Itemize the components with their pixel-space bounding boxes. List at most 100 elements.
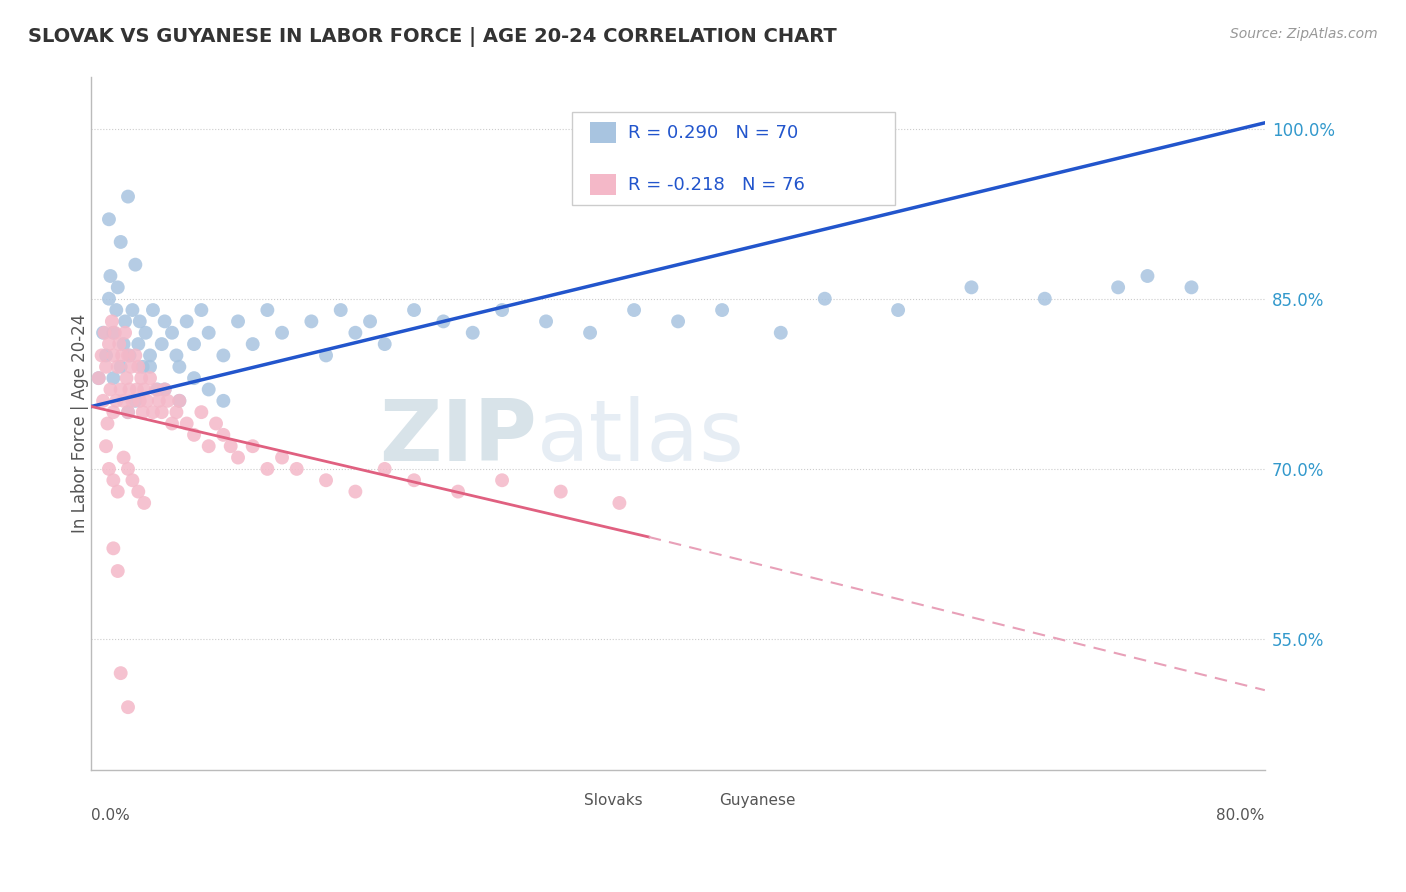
Point [127,359,149,374]
Point [711,303,734,318]
Point [146,383,169,397]
Text: 80.0%: 80.0% [1216,808,1265,823]
Point [107,359,129,374]
Point [100,383,122,397]
Point [887,303,910,318]
Point [110,383,132,397]
Point [107,484,129,499]
Point [96,417,118,431]
Point [97,337,120,351]
Point [150,405,173,419]
Point [134,383,156,397]
Point [105,303,128,318]
Point [142,405,165,419]
Point [534,314,557,328]
Point [153,383,176,397]
Point [103,405,125,419]
Point [242,337,264,351]
Point [117,348,139,362]
Point [271,326,294,340]
FancyBboxPatch shape [591,174,616,195]
Point [176,417,198,431]
Point [142,303,165,318]
Y-axis label: In Labor Force | Age 20-24: In Labor Force | Age 20-24 [72,314,89,533]
Point [107,280,129,294]
Point [111,348,134,362]
Point [121,393,143,408]
Point [129,371,152,385]
Point [344,484,367,499]
Point [242,439,264,453]
Point [124,393,146,408]
Point [374,337,396,351]
Point [87,371,110,385]
Point [103,541,125,556]
Point [117,405,139,419]
Point [139,371,162,385]
Point [124,348,146,362]
FancyBboxPatch shape [690,792,713,807]
Text: Source: ZipAtlas.com: Source: ZipAtlas.com [1230,27,1378,41]
Point [121,303,143,318]
Point [491,473,513,487]
Point [160,417,183,431]
Point [183,428,205,442]
Point [120,359,142,374]
Point [315,348,337,362]
Point [814,292,837,306]
Point [160,326,183,340]
Point [97,212,120,227]
Point [432,314,454,328]
Point [148,393,170,408]
Point [666,314,689,328]
Point [107,564,129,578]
Point [117,700,139,714]
Point [205,417,228,431]
Point [91,393,114,408]
Point [359,314,381,328]
Point [226,450,249,465]
Point [256,462,278,476]
Point [94,359,117,374]
Point [135,326,157,340]
Point [212,428,235,442]
Text: Guyanese: Guyanese [718,793,796,807]
Point [156,393,179,408]
Point [461,326,484,340]
Point [609,496,631,510]
Point [128,314,150,328]
Point [329,303,352,318]
Point [579,326,602,340]
Point [114,326,136,340]
Point [169,393,191,408]
Point [169,393,191,408]
Point [114,314,136,328]
Point [623,303,645,318]
Point [110,235,132,249]
Point [103,371,125,385]
FancyBboxPatch shape [555,792,578,807]
Point [108,337,131,351]
Point [115,371,138,385]
Point [103,473,125,487]
Text: R = 0.290   N = 70: R = 0.290 N = 70 [627,124,797,142]
Point [153,314,176,328]
Point [94,348,117,362]
Point [101,314,124,328]
Point [125,383,148,397]
Text: SLOVAK VS GUYANESE IN LABOR FORCE | AGE 20-24 CORRELATION CHART: SLOVAK VS GUYANESE IN LABOR FORCE | AGE … [28,27,837,46]
Point [197,383,219,397]
Point [190,303,212,318]
Point [212,348,235,362]
Point [112,450,135,465]
Point [128,393,150,408]
Point [769,326,792,340]
Point [110,359,132,374]
Point [104,326,127,340]
Point [344,326,367,340]
Point [402,473,425,487]
Point [1107,280,1129,294]
Text: ZIP: ZIP [380,396,537,479]
Point [121,473,143,487]
Point [212,393,235,408]
